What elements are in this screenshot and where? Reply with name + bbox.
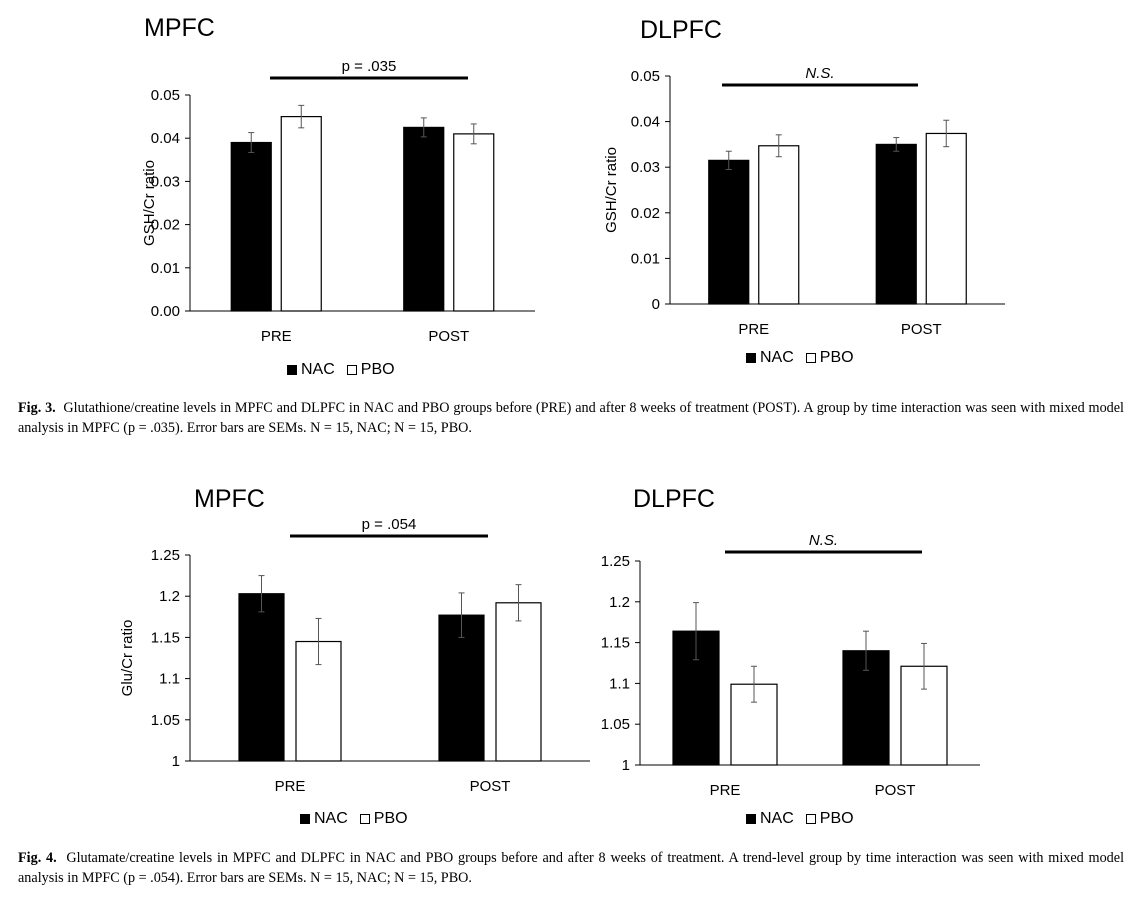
x-tick-label: POST <box>470 778 511 795</box>
significance-label: p = .035 <box>342 58 397 75</box>
legend-fig3-mpfc: NAC PBO <box>287 361 395 379</box>
y-tick-label: 1.15 <box>601 635 630 652</box>
legend-label-pbo: PBO <box>819 349 854 366</box>
legend-swatch-pbo <box>805 353 816 363</box>
y-tick-label: 1.25 <box>151 547 180 564</box>
legend-label-pbo: PBO <box>373 810 408 827</box>
figure-label: Fig. 4. <box>18 850 57 866</box>
chart-svg: 1 1.05 1.1 1.15 1.2 1.25 PRE POST N.S. <box>601 532 980 799</box>
significance-label: N.S. <box>805 65 834 82</box>
caption-text: Glutamate/creatine levels in MPFC and DL… <box>18 850 1125 886</box>
y-tick-label: 1.1 <box>609 675 630 692</box>
legend-label-nac: NAC <box>760 349 794 366</box>
bar-nac-post <box>403 126 445 312</box>
y-tick-label: 0.03 <box>151 173 180 190</box>
legend-fig4-dlpfc: NAC PBO <box>746 810 854 828</box>
y-tick-label: 1.05 <box>601 716 630 733</box>
y-tick-label: 1.05 <box>151 712 180 729</box>
legend-fig4-mpfc: NAC PBO <box>300 810 408 828</box>
y-tick-label: 0.04 <box>151 130 180 147</box>
x-tick-label: PRE <box>710 782 741 799</box>
x-tick-label: POST <box>901 321 942 338</box>
chart-title: MPFC <box>194 485 265 513</box>
bar-pbo-pre <box>280 115 322 312</box>
legend-swatch-pbo <box>805 814 816 824</box>
y-axis-label: GSH/Cr ratio <box>141 160 158 246</box>
bar-pbo-post <box>495 602 542 762</box>
chart-title: MPFC <box>144 14 215 42</box>
y-tick-label: 0.04 <box>631 114 660 131</box>
bar-nac-post <box>438 614 485 762</box>
x-tick-label: POST <box>428 328 469 345</box>
y-tick-label: 1.1 <box>159 671 180 688</box>
x-tick-label: PRE <box>275 778 306 795</box>
chart-fig4-dlpfc: DLPFC 1 1.05 1.1 1.15 1.2 1.25 PRE POST N.S. <box>570 477 1070 807</box>
legend-swatch-pbo <box>346 365 357 375</box>
y-axis-label: Glu/Cr ratio <box>119 620 136 697</box>
chart-fig3-dlpfc: DLPFC 0 0.01 0.02 0.03 0.04 0.05 GSH/Cr ratio P… <box>580 10 1080 340</box>
y-tick-label: 1.2 <box>609 594 630 611</box>
chart-title: DLPFC <box>633 485 715 513</box>
y-tick-label: 0.01 <box>151 260 180 277</box>
bar-nac-pre <box>708 159 750 305</box>
y-tick-label: 0.05 <box>631 68 660 85</box>
chart-fig4-mpfc: MPFC 1 1.05 1.1 1.15 1.2 1.25 Glu/Cr ratio PRE P… <box>110 477 670 797</box>
y-tick-label: 0.02 <box>151 217 180 234</box>
legend-fig3-dlpfc: NAC PBO <box>746 349 854 367</box>
legend-swatch-nac <box>746 814 756 824</box>
chart-fig3-mpfc: MPFC 0.00 0.01 0.02 0.03 0.04 0.05 GSH/Cr rati… <box>110 10 630 345</box>
y-axis-label: GSH/Cr ratio <box>603 147 620 233</box>
x-tick-label: PRE <box>738 321 769 338</box>
legend-swatch-nac <box>746 353 756 363</box>
figure-caption-3: Fig. 3. Glutathione/creatine levels in M… <box>18 398 1124 438</box>
bar-pbo-post <box>925 132 967 305</box>
y-tick-label: 1.2 <box>159 588 180 605</box>
y-tick-label: 1.25 <box>601 553 630 570</box>
y-tick-label: 1.15 <box>151 629 180 646</box>
figure-caption-4: Fig. 4. Glutamate/creatine levels in MPF… <box>18 848 1124 888</box>
legend-label-nac: NAC <box>301 361 335 378</box>
legend-label-pbo: PBO <box>360 361 395 378</box>
bar-nac-post <box>875 143 917 305</box>
x-tick-label: POST <box>875 782 916 799</box>
y-tick-label: 0.03 <box>631 159 660 176</box>
y-tick-label: 0.02 <box>631 205 660 222</box>
legend-swatch-pbo <box>359 814 370 824</box>
y-tick-label: 1 <box>622 757 630 774</box>
legend-label-nac: NAC <box>760 810 794 827</box>
chart-svg: 0 0.01 0.02 0.03 0.04 0.05 GSH/Cr ratio PRE POST… <box>603 65 1005 338</box>
y-tick-label: 0.05 <box>151 87 180 104</box>
legend-label-pbo: PBO <box>819 810 854 827</box>
y-tick-label: 1 <box>172 753 180 770</box>
chart-svg: 0.00 0.01 0.02 0.03 0.04 0.05 GSH/Cr ratio PRE P… <box>141 58 535 345</box>
y-tick-label: 0.01 <box>631 250 660 267</box>
significance-label: p = .054 <box>362 516 417 533</box>
figure-label: Fig. 3. <box>18 400 56 416</box>
bar-pbo-post <box>453 133 495 312</box>
bar-nac-pre <box>230 141 272 312</box>
legend-swatch-nac <box>300 814 310 824</box>
y-tick-label: 0 <box>652 296 660 313</box>
caption-text: Glutathione/creatine levels in MPFC and … <box>18 400 1125 436</box>
y-tick-label: 0.00 <box>151 303 180 320</box>
chart-title: DLPFC <box>640 16 722 44</box>
bar-pbo-pre <box>758 145 800 305</box>
legend-label-nac: NAC <box>314 810 348 827</box>
bar-nac-pre <box>238 593 285 762</box>
significance-label: N.S. <box>809 532 838 549</box>
chart-svg: 1 1.05 1.1 1.15 1.2 1.25 Glu/Cr ratio PRE POST p … <box>119 516 590 795</box>
x-tick-label: PRE <box>261 328 292 345</box>
legend-swatch-nac <box>287 365 297 375</box>
